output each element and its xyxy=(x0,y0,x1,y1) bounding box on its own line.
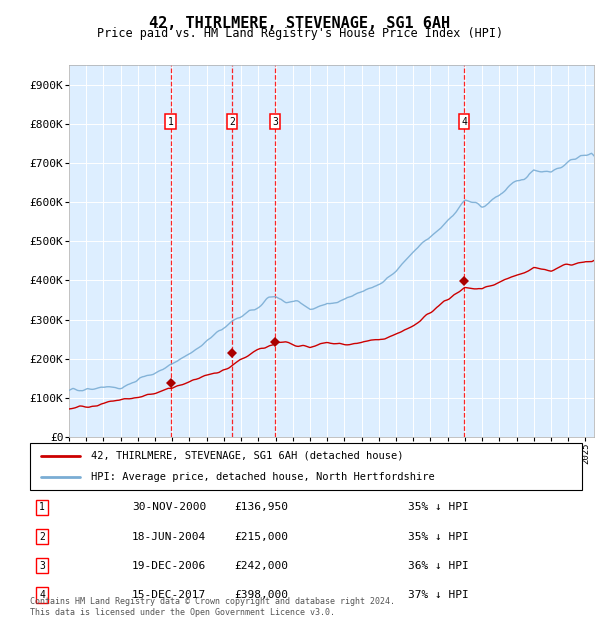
Text: 15-DEC-2017: 15-DEC-2017 xyxy=(132,590,206,600)
Text: 2: 2 xyxy=(39,531,45,542)
Text: 3: 3 xyxy=(272,117,278,127)
Text: HPI: Average price, detached house, North Hertfordshire: HPI: Average price, detached house, Nort… xyxy=(91,472,434,482)
Text: 18-JUN-2004: 18-JUN-2004 xyxy=(132,531,206,542)
Text: Contains HM Land Registry data © Crown copyright and database right 2024.
This d: Contains HM Land Registry data © Crown c… xyxy=(30,598,395,617)
FancyBboxPatch shape xyxy=(30,443,582,490)
Text: 1: 1 xyxy=(39,502,45,513)
Text: £136,950: £136,950 xyxy=(234,502,288,513)
Text: £242,000: £242,000 xyxy=(234,560,288,571)
Text: 2: 2 xyxy=(229,117,235,127)
Text: Price paid vs. HM Land Registry's House Price Index (HPI): Price paid vs. HM Land Registry's House … xyxy=(97,27,503,40)
Text: £215,000: £215,000 xyxy=(234,531,288,542)
Text: £398,000: £398,000 xyxy=(234,590,288,600)
Text: 3: 3 xyxy=(39,560,45,571)
Text: 4: 4 xyxy=(461,117,467,127)
Text: 42, THIRLMERE, STEVENAGE, SG1 6AH: 42, THIRLMERE, STEVENAGE, SG1 6AH xyxy=(149,16,451,30)
Text: 1: 1 xyxy=(168,117,174,127)
Text: 35% ↓ HPI: 35% ↓ HPI xyxy=(408,502,469,513)
Text: 36% ↓ HPI: 36% ↓ HPI xyxy=(408,560,469,571)
Text: 42, THIRLMERE, STEVENAGE, SG1 6AH (detached house): 42, THIRLMERE, STEVENAGE, SG1 6AH (detac… xyxy=(91,451,403,461)
Text: 37% ↓ HPI: 37% ↓ HPI xyxy=(408,590,469,600)
Text: 4: 4 xyxy=(39,590,45,600)
Text: 19-DEC-2006: 19-DEC-2006 xyxy=(132,560,206,571)
Text: 35% ↓ HPI: 35% ↓ HPI xyxy=(408,531,469,542)
Text: 30-NOV-2000: 30-NOV-2000 xyxy=(132,502,206,513)
